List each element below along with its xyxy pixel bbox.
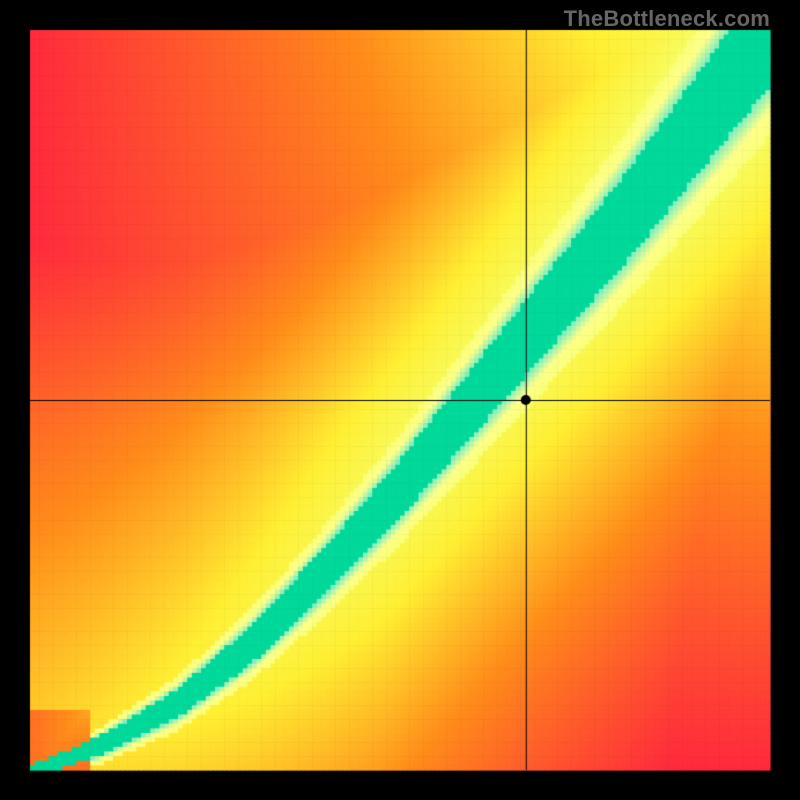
chart-container: TheBottleneck.com bbox=[0, 0, 800, 800]
watermark-label: TheBottleneck.com bbox=[564, 6, 770, 32]
bottleneck-heatmap bbox=[0, 0, 800, 800]
